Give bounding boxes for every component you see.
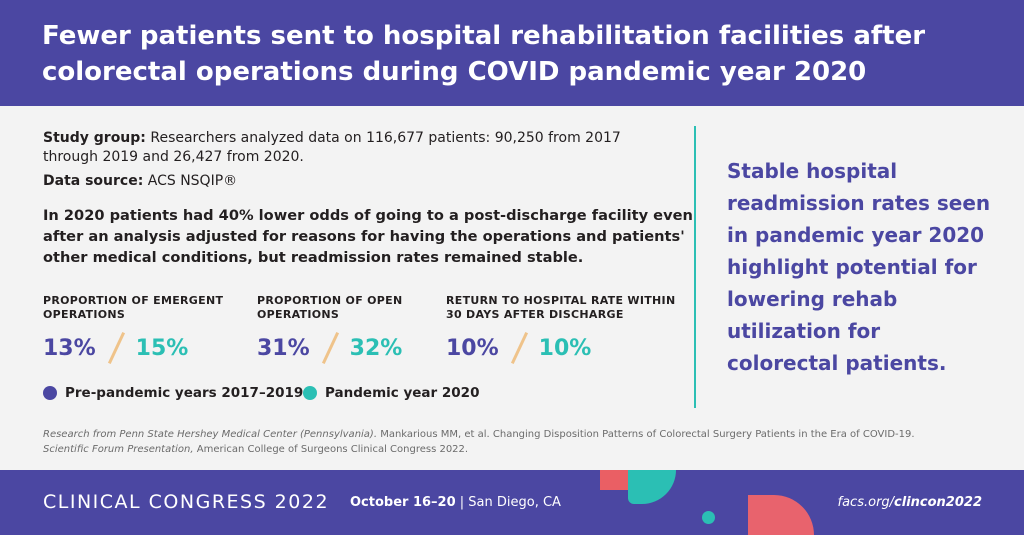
slash-divider (108, 332, 124, 362)
footer-banner: CLINICAL CONGRESS 2022 October 16–20 | S… (0, 470, 1024, 535)
header-banner: Fewer patients sent to hospital rehabili… (0, 0, 1024, 106)
stat-label: Proportion of open operations (257, 294, 403, 321)
legend-item-post: Pandemic year 2020 (303, 385, 479, 401)
study-group: Study group: Researchers analyzed data o… (43, 129, 643, 167)
vertical-divider (694, 126, 696, 408)
stat-post-value: 10% (538, 336, 592, 361)
event-dates: October 16–20 | San Diego, CA (350, 495, 561, 510)
citation-source: Research from Penn State Hershey Medical… (43, 429, 378, 440)
citation: Research from Penn State Hershey Medical… (43, 427, 983, 457)
event-url[interactable]: facs.org/clincon2022 (838, 495, 982, 510)
stat-post-value: 15% (135, 336, 189, 361)
data-source-text: ACS NSQIP® (143, 173, 238, 189)
stat-emergent-operations: Proportion of emergent operations 13% 15% (43, 294, 248, 361)
data-source-label: Data source: (43, 173, 144, 189)
key-finding: In 2020 patients had 40% lower odds of g… (43, 207, 693, 266)
decorative-square-shape (600, 470, 628, 490)
stat-values: 31% 32% (257, 334, 402, 364)
stat-pre-value: 10% (446, 336, 499, 361)
decorative-dot-shape (702, 511, 715, 524)
data-source: Data source: ACS NSQIP® (43, 172, 643, 191)
citation-reference: Mankarious MM, et al. Changing Dispositi… (377, 429, 915, 440)
legend-label: Pre-pandemic years 2017–2019 (65, 385, 304, 401)
url-prefix: facs.org/ (837, 495, 895, 510)
stat-values: 10% 10% (446, 334, 591, 364)
stat-label: Proportion of emergent operations (43, 294, 224, 321)
study-group-label: Study group: (43, 130, 146, 146)
citation-venue: Scientific Forum Presentation, (43, 444, 194, 455)
congress-name: CLINICAL CONGRESS 2022 (43, 491, 330, 513)
slash-divider (511, 332, 527, 362)
citation-conference: American College of Surgeons Clinical Co… (193, 444, 469, 455)
url-path: clincon2022 (894, 495, 982, 510)
stat-return-rate: Return to hospital rate within 30 days a… (446, 294, 681, 361)
stat-values: 13% 15% (43, 334, 188, 364)
legend-label: Pandemic year 2020 (325, 385, 480, 401)
stat-pre-value: 13% (43, 336, 96, 361)
page-title: Fewer patients sent to hospital rehabili… (42, 21, 926, 87)
stat-open-operations: Proportion of open operations 31% 32% (257, 294, 432, 361)
slash-divider (322, 332, 338, 362)
stat-post-value: 32% (349, 336, 403, 361)
stat-label: Return to hospital rate within 30 days a… (446, 294, 676, 321)
purple-dot-icon (43, 386, 57, 400)
event-location: | San Diego, CA (455, 495, 561, 510)
study-group-text: Researchers analyzed data on 116,677 pat… (43, 130, 621, 165)
stat-pre-value: 31% (257, 336, 310, 361)
legend-item-pre: Pre-pandemic years 2017–2019 (43, 385, 303, 401)
callout-text: Stable hospital readmission rates seen i… (727, 159, 991, 375)
event-date: October 16–20 (350, 495, 456, 510)
teal-dot-icon (303, 386, 317, 400)
